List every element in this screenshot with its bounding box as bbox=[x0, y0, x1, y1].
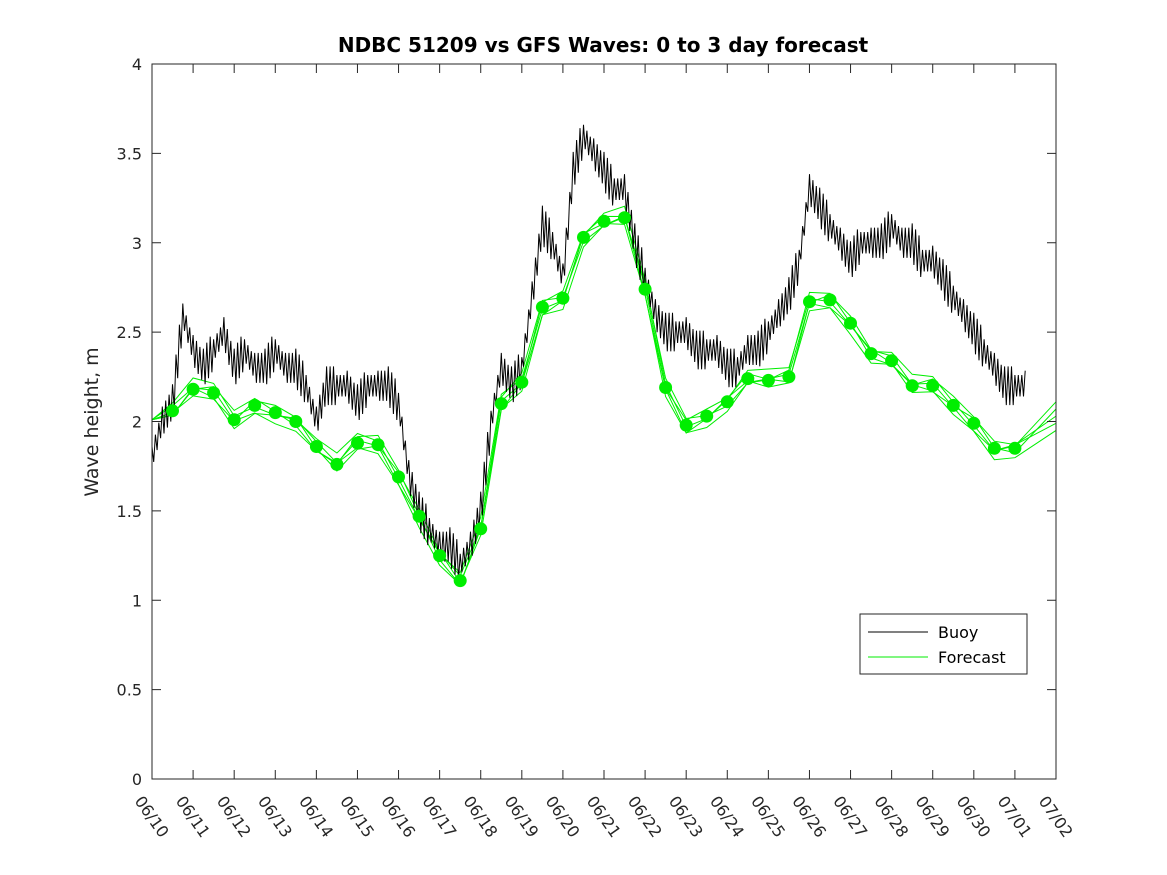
forecast-point bbox=[515, 375, 529, 389]
y-tick-label: 4 bbox=[132, 55, 142, 74]
forecast-point bbox=[494, 397, 508, 411]
forecast-point bbox=[905, 379, 919, 393]
forecast-point bbox=[577, 230, 590, 244]
forecast-point bbox=[351, 436, 364, 450]
forecast-point bbox=[967, 416, 981, 430]
forecast-point bbox=[885, 354, 899, 368]
forecast-point bbox=[289, 415, 303, 428]
forecast-point bbox=[618, 211, 631, 225]
legend-forecast-label: Forecast bbox=[938, 648, 1006, 667]
y-tick-label: 1 bbox=[132, 591, 142, 610]
forecast-point bbox=[700, 409, 714, 423]
forecast-point bbox=[309, 440, 323, 453]
legend: Buoy Forecast bbox=[859, 613, 1028, 675]
forecast-point bbox=[1008, 441, 1022, 455]
y-tick-label: 2 bbox=[132, 413, 142, 432]
y-tick-label: 3 bbox=[132, 234, 142, 253]
forecast-point bbox=[823, 293, 837, 307]
forecast-point bbox=[166, 404, 179, 418]
forecast-point bbox=[659, 381, 673, 394]
buoy-line bbox=[151, 124, 1026, 581]
forecast-point bbox=[248, 398, 262, 412]
y-tick-label: 0 bbox=[132, 770, 142, 789]
forecast-point bbox=[268, 406, 282, 420]
y-axis-label: Wave height, m bbox=[81, 347, 103, 496]
forecast-point bbox=[556, 291, 570, 305]
forecast-point bbox=[597, 214, 611, 228]
forecast-point bbox=[741, 372, 755, 386]
forecast-point bbox=[926, 379, 940, 393]
forecast-point bbox=[720, 395, 734, 409]
legend-buoy-label: Buoy bbox=[938, 623, 978, 642]
chart-title: NDBC 51209 vs GFS Waves: 0 to 3 day fore… bbox=[338, 33, 869, 57]
y-tick-label: 3.5 bbox=[117, 144, 142, 163]
forecast-point bbox=[946, 398, 960, 412]
forecast-point bbox=[782, 370, 796, 384]
forecast-point bbox=[987, 441, 1001, 455]
forecast-point bbox=[371, 438, 385, 452]
y-tick-label: 1.5 bbox=[117, 502, 142, 521]
forecast-point bbox=[535, 300, 549, 314]
forecast-point bbox=[638, 282, 652, 296]
forecast-point bbox=[433, 549, 447, 563]
forecast-point bbox=[803, 295, 816, 309]
forecast-point bbox=[392, 470, 405, 484]
y-tick-label: 2.5 bbox=[117, 323, 142, 342]
forecast-point bbox=[474, 522, 488, 536]
forecast-point bbox=[453, 574, 467, 588]
forecast-point bbox=[679, 418, 693, 432]
forecast-point bbox=[227, 413, 241, 427]
forecast-point bbox=[412, 509, 426, 523]
forecast-point bbox=[186, 382, 200, 396]
y-tick-label: 0.5 bbox=[117, 681, 142, 700]
forecast-point bbox=[864, 347, 878, 361]
forecast-point bbox=[207, 386, 221, 400]
forecast-point bbox=[761, 373, 775, 387]
forecast-point bbox=[330, 457, 344, 471]
forecast-point bbox=[844, 316, 857, 330]
